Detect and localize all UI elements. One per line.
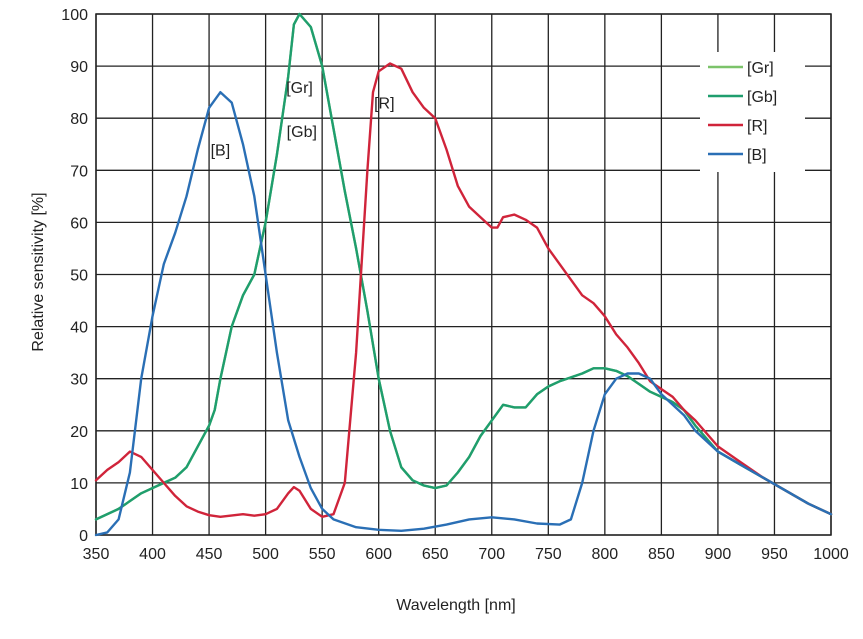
- plot-frame: [95, 13, 832, 536]
- series-line-b: [94, 90, 833, 537]
- y-tick-label: 10: [70, 476, 88, 493]
- x-tick-label: 750: [535, 546, 562, 563]
- y-tick-label: 40: [70, 320, 88, 337]
- y-tick-label: 30: [70, 372, 88, 389]
- x-tick-label: 950: [761, 546, 788, 563]
- y-tick-label: 100: [61, 7, 88, 24]
- x-tick-label: 400: [139, 546, 166, 563]
- y-tick-label: 0: [79, 528, 88, 545]
- legend-label: [Gr]: [747, 60, 774, 77]
- y-tick-label: 80: [70, 111, 88, 128]
- x-tick-label: 650: [422, 546, 449, 563]
- x-tick-label: 850: [648, 546, 675, 563]
- series-line-gb: [94, 12, 833, 521]
- y-tick-label: 70: [70, 163, 88, 180]
- x-tick-label: 900: [705, 546, 732, 563]
- y-tick-label: 50: [70, 268, 88, 285]
- y-tick-label: 20: [70, 424, 88, 441]
- annotations: [B] [Gr] [Gb] [R]: [211, 80, 395, 160]
- legend-label: [Gb]: [747, 89, 777, 106]
- x-tick-label: 350: [83, 546, 110, 563]
- legend: [Gr] [Gb] [R] [B]: [700, 52, 805, 172]
- x-tick-label: 550: [309, 546, 336, 563]
- x-tick-label: 700: [478, 546, 505, 563]
- legend-label: [R]: [747, 118, 767, 135]
- y-axis-label: Relative sensitivity [%]: [30, 192, 47, 351]
- series-line-r: [94, 62, 833, 518]
- tick-labels: 350 400 450 500 550 600 650 700 750 800 850 900 950 1…: [61, 7, 849, 563]
- annotation-label: [Gb]: [287, 124, 317, 141]
- x-tick-label: 1000: [813, 546, 849, 563]
- x-tick-label: 800: [591, 546, 618, 563]
- y-tick-label: 60: [70, 215, 88, 232]
- series-lines: [94, 12, 833, 537]
- annotation-label: [Gr]: [286, 80, 313, 97]
- annotation-label: [B]: [211, 142, 231, 159]
- x-axis-label: Wavelength [nm]: [396, 597, 515, 614]
- y-tick-label: 90: [70, 59, 88, 76]
- annotation-label: [R]: [374, 96, 394, 113]
- legend-box: [700, 52, 805, 172]
- x-tick-label: 500: [252, 546, 279, 563]
- legend-label: [B]: [747, 147, 767, 164]
- x-tick-label: 450: [196, 546, 223, 563]
- x-tick-label: 600: [365, 546, 392, 563]
